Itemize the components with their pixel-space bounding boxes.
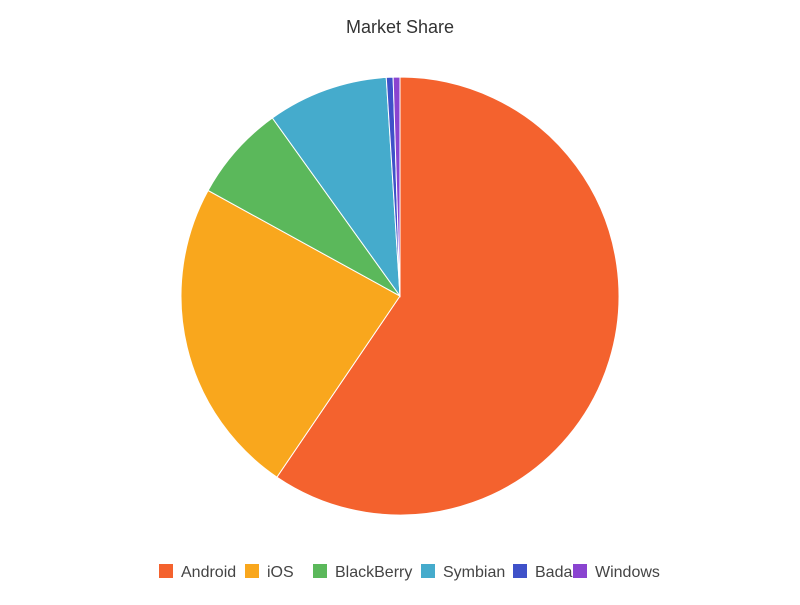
legend-label-windows: Windows [595,564,660,581]
legend-label-blackberry: BlackBerry [335,564,412,581]
legend-label-symbian: Symbian [443,564,505,581]
chart-title: Market Share [345,17,455,37]
legend-swatch-symbian [421,564,435,578]
legend-item-android[interactable]: Android [159,564,236,581]
legend-label-bada: Bada [535,564,572,581]
legend-swatch-blackberry [313,564,327,578]
legend-swatch-ios [245,564,259,578]
legend-item-ios[interactable]: iOS [245,564,294,581]
legend-swatch-android [159,564,173,578]
legend-label-android: Android [181,564,236,581]
pie-slice-symbian[interactable] [271,76,401,298]
pie-slice-windows[interactable] [392,76,401,297]
chart-legend: Android iOS BlackBerry Symbian Bada Windows [159,564,660,581]
legend-swatch-windows [573,564,587,578]
legend-item-blackberry[interactable]: BlackBerry [313,564,412,581]
legend-label-ios: iOS [267,564,294,581]
pie-slice-ios[interactable] [180,189,401,478]
legend-item-bada[interactable]: Bada [513,564,572,581]
legend-item-symbian[interactable]: Symbian [421,564,505,581]
legend-item-windows[interactable]: Windows [573,564,660,581]
legend-swatch-bada [513,564,527,578]
pie-slice-android[interactable] [276,76,620,516]
pie-slices [180,76,620,516]
